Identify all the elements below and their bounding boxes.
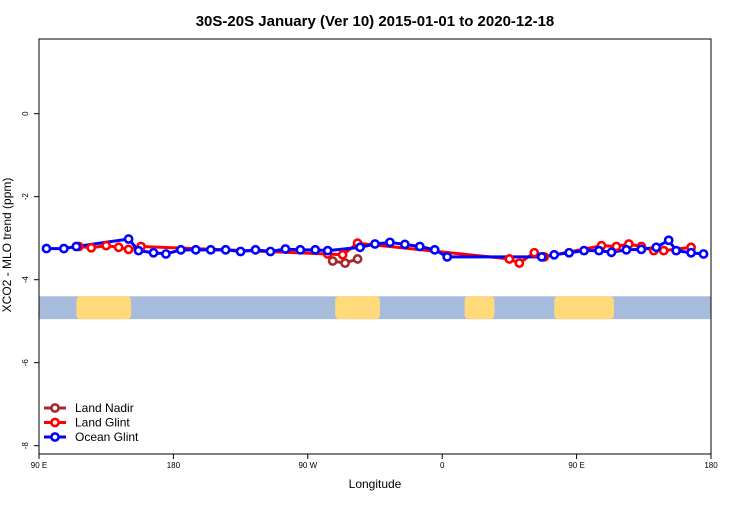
ocean-glint-point-4 [123, 234, 134, 244]
ocean-glint-point-8 [175, 244, 186, 255]
ocean-glint-point-21 [385, 237, 395, 248]
ocean-glint-point-20 [370, 239, 380, 249]
land-glint-point-8 [337, 249, 348, 260]
ocean-glint-point-22 [399, 239, 410, 250]
ocean-glint-point-3 [71, 241, 82, 252]
ocean-glint-point-12 [235, 246, 246, 257]
ocean-glint-point-14 [265, 246, 276, 257]
series-group [41, 234, 709, 268]
x-axis-label: Longitude [349, 477, 402, 491]
land-glint-point-19 [658, 245, 669, 256]
x-tick-label-3: 90 W [298, 461, 317, 470]
ocean-glint-point-13 [250, 244, 261, 255]
land-nadir-point-2 [340, 258, 351, 268]
ocean-glint-point-5 [133, 245, 144, 256]
x-tick-label-1: 90 E [31, 461, 47, 470]
land-glint-point-11 [514, 258, 525, 268]
map-strip [39, 296, 711, 320]
ocean-glint-point-35 [663, 235, 674, 246]
land-patch-4 [554, 296, 614, 320]
ocean-glint-point-24 [429, 244, 440, 255]
land-glint-point-10 [504, 254, 515, 264]
land-patch-3 [464, 296, 495, 320]
land-glint-point-3 [101, 240, 112, 251]
axes: 90 E 180 90 W 0 90 E 180 0 -2 -4 -6 -8 [21, 38, 718, 470]
ocean-glint-point-33 [636, 244, 647, 255]
land-glint-point-2 [86, 242, 97, 253]
ocean-glint-point-28 [564, 247, 575, 258]
y-tick-label-1: 0 [21, 111, 30, 116]
y-tick-label-2: -2 [21, 193, 30, 201]
ocean-glint-point-27 [549, 249, 560, 260]
legend-marker-land-glint [50, 417, 60, 428]
ocean-glint-point-38 [698, 249, 709, 259]
x-tick-label-2: 180 [167, 461, 181, 470]
ocean-glint-point-31 [606, 247, 617, 258]
ocean-glint-point-7 [161, 249, 171, 259]
ocean-glint-point-9 [190, 244, 201, 255]
ocean-glint-point-1 [41, 243, 52, 254]
ocean-glint-point-37 [686, 247, 696, 258]
legend-label-land-glint: Land Glint [75, 416, 130, 430]
legend-marker-land-nadir [50, 403, 60, 413]
ocean-glint-point-36 [671, 245, 682, 256]
x-tick-label-5: 90 E [568, 461, 584, 470]
ocean-glint-point-32 [621, 244, 632, 255]
land-glint-point-15 [611, 241, 622, 252]
y-tick-label-4: -6 [21, 359, 30, 367]
plot-frame [38, 38, 712, 455]
ocean-glint-point-19 [355, 242, 365, 253]
y-tick-label-3: -4 [21, 276, 30, 284]
land-nadir-point-3 [352, 254, 363, 264]
ocean-glint-point-17 [310, 244, 321, 255]
legend-label-ocean-glint: Ocean Glint [75, 430, 139, 444]
ocean-glint-point-23 [414, 241, 425, 252]
ocean-glint-point-10 [205, 244, 216, 255]
ocean-glint-point-26 [536, 251, 547, 262]
legend-label-land-nadir: Land Nadir [75, 401, 134, 415]
ocean-glint-point-15 [280, 244, 291, 254]
x-tick-label-6: 180 [704, 461, 718, 470]
ocean-glint-point-6 [148, 247, 159, 258]
ocean-glint-point-25 [442, 251, 453, 262]
land-glint-point-5 [123, 244, 134, 255]
ocean-glint-point-18 [322, 245, 333, 256]
land-patch-1 [76, 296, 132, 320]
x-tick-label-4: 0 [440, 461, 445, 470]
ocean-glint-point-2 [58, 243, 69, 254]
ocean-glint-point-29 [579, 245, 589, 256]
land-patch-2 [335, 296, 380, 320]
y-tick-label-5: -8 [21, 442, 30, 450]
legend-marker-ocean-glint [50, 432, 60, 442]
land-glint-point-4 [113, 242, 124, 253]
ocean-glint-point-11 [220, 244, 231, 255]
ocean-glint-point-30 [594, 245, 604, 256]
chart-title: 30S-20S January (Ver 10) 2015-01-01 to 2… [196, 13, 555, 30]
land-glint-point-12 [529, 247, 540, 258]
land-nadir-point-1 [327, 256, 338, 266]
ocean-glint-point-16 [295, 244, 306, 255]
y-axis-label: XCO2 - MLO trend (ppm) [0, 178, 14, 313]
ocean-glint-point-34 [651, 242, 662, 253]
